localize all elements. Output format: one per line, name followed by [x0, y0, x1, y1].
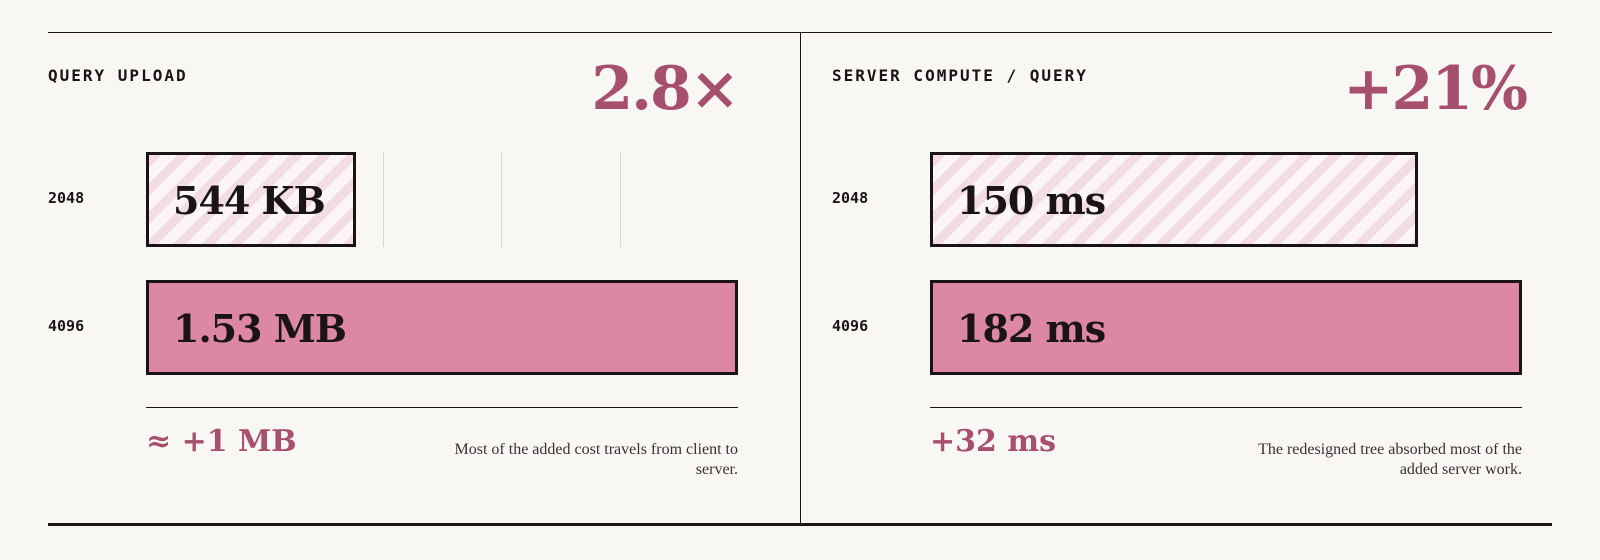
gridline — [501, 152, 502, 247]
bar-value-label: 544 KB — [173, 178, 326, 223]
bar: 182 ms — [930, 280, 1522, 375]
bar-value-label: 182 ms — [957, 306, 1106, 351]
category-label: 2048 — [832, 189, 869, 207]
headline-value: 2.8× — [591, 54, 740, 124]
headline-value: +21% — [1343, 54, 1528, 124]
bar: 544 KB — [146, 152, 356, 247]
chart-title: SERVER COMPUTE / QUERY — [832, 66, 1088, 85]
panel-divider — [800, 32, 801, 526]
bar-value-label: 150 ms — [957, 178, 1106, 223]
bar: 150 ms — [930, 152, 1418, 247]
bar: 1.53 MB — [146, 280, 738, 375]
annotation-note: The redesigned tree absorbed most of the… — [1258, 441, 1522, 478]
delta-value: ≈ +1 MB — [146, 424, 297, 459]
category-label: 2048 — [48, 189, 85, 207]
chart-title: QUERY UPLOAD — [48, 66, 188, 85]
category-label: 4096 — [48, 317, 85, 335]
category-label: 4096 — [832, 317, 869, 335]
summary-rule — [146, 407, 738, 408]
gridline — [620, 152, 621, 247]
gridline — [383, 152, 384, 247]
delta-value: +32 ms — [930, 424, 1056, 459]
summary-rule — [930, 407, 1522, 408]
panel-server-compute: SERVER COMPUTE / QUERY +21% 2048 4096 15… — [832, 32, 1528, 526]
bar-value-label: 1.53 MB — [173, 306, 347, 351]
annotation-note: Most of the added cost travels from clie… — [454, 441, 738, 478]
panel-query-upload: QUERY UPLOAD 2.8× 2048 4096 544 KB 1.53 … — [48, 32, 740, 526]
